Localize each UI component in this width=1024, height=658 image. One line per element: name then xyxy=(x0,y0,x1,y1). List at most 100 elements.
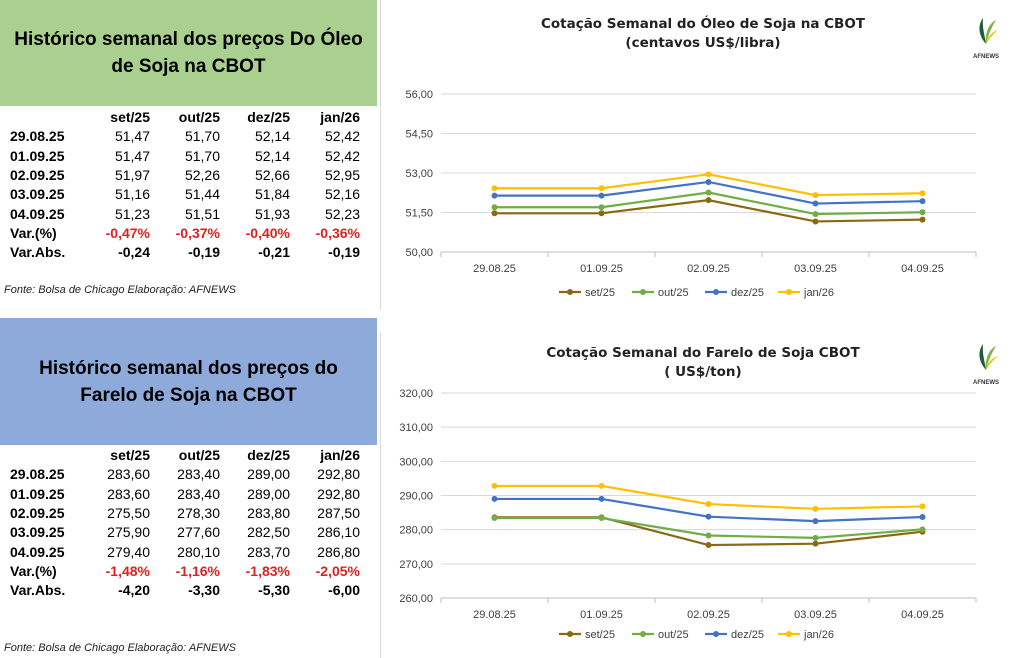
data-point xyxy=(705,189,712,196)
data-point xyxy=(598,192,605,199)
table-cell: 277,60 xyxy=(177,524,220,541)
data-point xyxy=(919,198,926,205)
table-cell: -0,19 xyxy=(188,244,220,261)
data-point xyxy=(705,171,712,178)
x-tick-label: 01.09.25 xyxy=(580,263,623,275)
farelo-line-chart: 260,00 270,00 280,00 290,00 300,00 310,00 320,… xyxy=(399,388,977,641)
table-row: 01.09.25 283,60 283,40 289,00 292,80 xyxy=(0,485,360,504)
legend-marker xyxy=(640,631,646,637)
row-label: 01.09.25 xyxy=(10,485,65,502)
table-cell: 51,70 xyxy=(184,128,220,145)
data-point xyxy=(705,178,712,185)
column-header: set/25 xyxy=(110,109,150,126)
farelo-chart-title: Cotação Semanal do Farelo de Soja CBOT xyxy=(546,345,860,361)
table-row: 03.09.25 51,16 51,44 51,84 52,16 xyxy=(0,185,360,204)
farelo-price-table: set/25 out/25 dez/25 jan/26 29.08.25 283,60 28… xyxy=(0,446,360,600)
table-cell: 52,14 xyxy=(254,128,290,145)
data-point xyxy=(919,190,926,197)
farelo-chart-subtitle: ( US$/ton) xyxy=(664,364,742,380)
column-header: dez/25 xyxy=(247,447,290,464)
x-tick-label: 03.09.25 xyxy=(794,263,837,275)
data-point xyxy=(812,540,819,547)
oleo-chart-title: Cotação Semanal do Óleo de Soja na CBOT xyxy=(540,16,866,32)
series-dez-25 xyxy=(491,178,926,207)
table-cell: 283,70 xyxy=(247,543,290,560)
farelo-source-note: Fonte: Bolsa de Chicago Elaboração: AFNE… xyxy=(4,642,236,654)
legend-marker xyxy=(786,289,792,295)
legend-label: out/25 xyxy=(658,629,689,641)
row-label: 04.09.25 xyxy=(10,205,65,222)
legend-label: dez/25 xyxy=(731,629,764,641)
legend-marker xyxy=(567,631,573,637)
table-cell: 52,16 xyxy=(324,186,360,203)
x-tick-label: 04.09.25 xyxy=(901,263,944,275)
legend-marker xyxy=(640,289,646,295)
afnews-logo: AFNEWS xyxy=(969,340,1003,386)
series-dez-25 xyxy=(491,495,926,525)
row-label: Var.Abs. xyxy=(10,244,66,261)
column-header: dez/25 xyxy=(247,109,290,126)
table-cell: -0,19 xyxy=(328,244,360,261)
legend-label: jan/26 xyxy=(803,629,834,641)
table-cell: 51,93 xyxy=(254,205,290,222)
farelo_table-header-row: set/25 out/25 dez/25 jan/26 xyxy=(0,446,360,465)
table-row: 02.09.25 275,50 278,30 283,80 287,50 xyxy=(0,504,360,523)
table-cell: 52,14 xyxy=(254,147,290,164)
table-cell: 287,50 xyxy=(317,505,360,522)
row-label: 02.09.25 xyxy=(10,505,65,522)
grid xyxy=(441,392,976,599)
table-row: Var.Abs. -4,20 -3,30 -5,30 -6,00 xyxy=(0,581,360,600)
table-cell: -2,05% xyxy=(315,562,360,579)
table-cell: 275,50 xyxy=(107,505,150,522)
table-row: 01.09.25 51,47 51,70 52,14 52,42 xyxy=(0,147,360,166)
table-cell: 286,10 xyxy=(317,524,360,541)
table-cell: 52,26 xyxy=(184,167,220,184)
data-point xyxy=(919,526,926,533)
data-point xyxy=(491,482,498,489)
leaf-icon xyxy=(979,344,998,370)
table-row: Var.(%) -0,47% -0,37% -0,40% -0,36% xyxy=(0,224,360,243)
table-row: Var.Abs. -0,24 -0,19 -0,21 -0,19 xyxy=(0,243,360,262)
x-tick-label: 29.08.25 xyxy=(473,609,516,621)
series-out-25 xyxy=(491,515,926,541)
data-point xyxy=(491,192,498,199)
table-row: Var.(%) -1,48% -1,16% -1,83% -2,05% xyxy=(0,562,360,581)
table-cell: -3,30 xyxy=(188,582,220,599)
table-cell: 283,80 xyxy=(247,505,290,522)
oleo-price-table: set/25 out/25 dez/25 jan/26 29.08.25 51,47 51,… xyxy=(0,108,360,262)
row-label: 01.09.25 xyxy=(10,147,65,164)
row-label: 04.09.25 xyxy=(10,543,65,560)
table-cell: 51,23 xyxy=(114,205,150,222)
data-point xyxy=(812,505,819,512)
data-point xyxy=(705,197,712,204)
table-cell: 51,97 xyxy=(114,167,150,184)
table-cell: 292,80 xyxy=(317,485,360,502)
table-cell: -6,00 xyxy=(328,582,360,599)
data-point xyxy=(812,211,819,218)
table-cell: 52,66 xyxy=(254,167,290,184)
table-cell: 283,40 xyxy=(177,466,220,483)
data-point xyxy=(705,542,712,549)
table-cell: 282,50 xyxy=(247,524,290,541)
table-cell: 51,51 xyxy=(184,205,220,222)
table-cell: 51,16 xyxy=(114,186,150,203)
data-point xyxy=(919,514,926,521)
row-label: Var.Abs. xyxy=(10,582,66,599)
header-blank xyxy=(0,108,80,127)
table-cell: 279,40 xyxy=(107,543,150,560)
oleo-table-title: Histórico semanal dos preços Do Óleo de … xyxy=(0,0,377,106)
table-cell: 275,90 xyxy=(107,524,150,541)
data-point xyxy=(598,482,605,489)
y-tick-label: 56,00 xyxy=(405,89,433,101)
table-cell: -1,48% xyxy=(105,562,150,579)
legend-label: jan/26 xyxy=(803,287,834,299)
legend-marker xyxy=(567,289,573,295)
data-point xyxy=(491,515,498,522)
column-header: out/25 xyxy=(178,447,220,464)
row-label: Var.(%) xyxy=(10,224,57,241)
table-cell: -0,24 xyxy=(118,244,150,261)
data-point xyxy=(705,501,712,508)
legend-label: set/25 xyxy=(585,629,615,641)
leaf-icon xyxy=(979,18,998,44)
series-set-25 xyxy=(491,197,926,225)
